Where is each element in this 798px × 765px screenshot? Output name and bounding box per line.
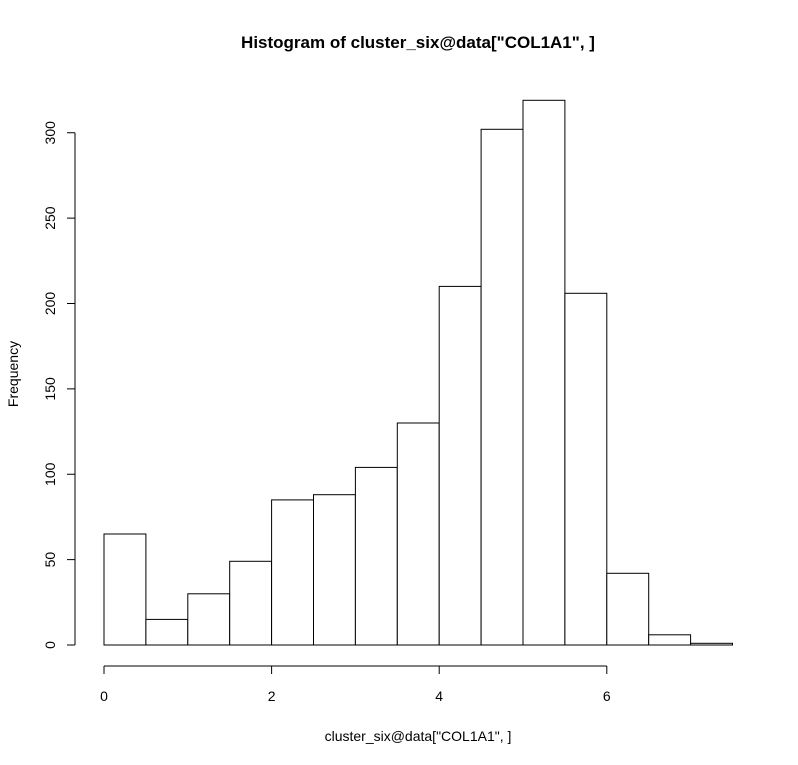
- y-tick-label-200: 200: [42, 292, 58, 316]
- y-tick-label-150: 150: [42, 377, 58, 401]
- histogram-bars: [103, 99, 733, 646]
- x-axis-label: cluster_six@data["COL1A1", ]: [325, 728, 512, 744]
- y-tick-label-250: 250: [42, 206, 58, 230]
- x-tick-label-4: 4: [435, 688, 443, 704]
- x-tick-label-6: 6: [603, 688, 611, 704]
- histogram-bar-5: [313, 494, 356, 646]
- histogram-bar-9: [480, 128, 524, 646]
- y-tick-label-300: 300: [42, 121, 58, 145]
- histogram-bar-1: [145, 618, 189, 646]
- y-tick-label-100: 100: [42, 462, 58, 486]
- histogram-bar-13: [648, 634, 692, 646]
- histogram-bar-8: [438, 285, 482, 646]
- histogram-bar-12: [606, 572, 650, 646]
- histogram-bar-6: [354, 466, 398, 646]
- histogram-bar-4: [271, 499, 315, 646]
- x-tick-label-0: 0: [100, 688, 108, 704]
- histogram-bar-3: [229, 560, 273, 646]
- y-tick-label-50: 50: [42, 552, 58, 568]
- histogram-bar-7: [396, 422, 440, 646]
- y-tick-label-0: 0: [42, 641, 58, 649]
- x-tick-label-2: 2: [268, 688, 276, 704]
- y-axis: 0 50 100 150 200 250 300: [42, 121, 76, 649]
- y-axis-label: Frequency: [5, 341, 21, 407]
- histogram-bar-2: [187, 593, 231, 646]
- x-axis: 0 2 4 6: [100, 665, 611, 704]
- histogram-bar-11: [564, 292, 608, 646]
- histogram-bar-10: [522, 99, 566, 646]
- chart-title: Histogram of cluster_six@data["COL1A1", …: [241, 33, 595, 52]
- histogram-bar-14: [690, 642, 733, 646]
- histogram-bar-0: [103, 533, 147, 646]
